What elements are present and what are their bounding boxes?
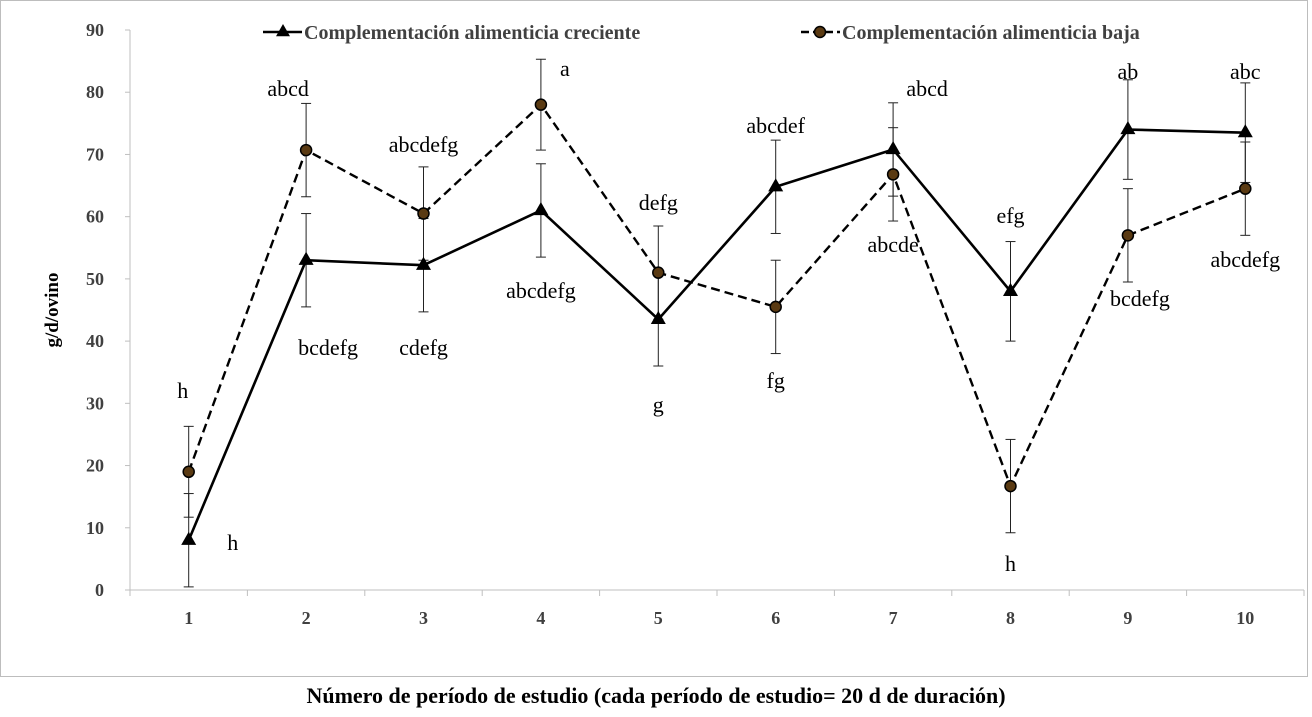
y-tick-label: 0 bbox=[95, 580, 104, 600]
data-label-baja: h bbox=[1005, 551, 1016, 576]
point-creciente bbox=[885, 140, 901, 155]
data-label-baja: defg bbox=[639, 190, 678, 215]
line-chart: 0 10 20 30 40 50 60 70 80 90 1 2 3 4 5 6 7 8 9 10 g/d/ovino h… bbox=[42, 20, 1305, 628]
y-tick-label: 20 bbox=[86, 456, 104, 476]
data-label-creciente: efg bbox=[996, 203, 1024, 228]
legend-marker-creciente bbox=[276, 24, 290, 37]
x-tick-label: 9 bbox=[1123, 608, 1132, 628]
x-tick-label: 1 bbox=[184, 608, 193, 628]
data-label-creciente: cdefg bbox=[399, 335, 448, 360]
data-label-creciente: g bbox=[653, 392, 664, 417]
data-label-creciente: h bbox=[227, 530, 238, 555]
point-baja bbox=[769, 300, 782, 314]
point-creciente bbox=[533, 201, 549, 216]
y-tick-label: 60 bbox=[86, 207, 104, 227]
point-creciente bbox=[416, 256, 431, 270]
legend-label-creciente: Complementación alimenticia creciente bbox=[304, 22, 640, 44]
point-baja bbox=[299, 143, 313, 157]
data-label-creciente: ab bbox=[1118, 59, 1139, 84]
point-baja bbox=[886, 168, 900, 181]
data-label-baja: abcdefg bbox=[389, 132, 459, 157]
x-tick-label: 4 bbox=[536, 608, 545, 628]
x-tick-label: 8 bbox=[1006, 608, 1015, 628]
data-label-baja: abcde bbox=[867, 232, 918, 257]
chart-frame bbox=[0, 0, 1308, 677]
point-baja bbox=[417, 207, 430, 220]
y-tick-label: 10 bbox=[86, 518, 104, 538]
y-tick-label: 70 bbox=[86, 144, 104, 164]
point-creciente bbox=[768, 178, 784, 192]
data-label-creciente: abcdefg bbox=[506, 278, 576, 303]
data-label-baja: a bbox=[560, 56, 570, 81]
data-label-baja: h bbox=[177, 378, 188, 403]
point-creciente bbox=[298, 251, 314, 265]
point-baja bbox=[1239, 182, 1252, 195]
point-baja bbox=[182, 465, 195, 479]
y-tick-label: 50 bbox=[86, 269, 104, 289]
data-label-baja: fg bbox=[767, 368, 785, 393]
point-creciente bbox=[1120, 121, 1136, 135]
point-creciente bbox=[1003, 282, 1018, 296]
data-label-creciente: bcdefg bbox=[298, 335, 358, 360]
data-label-creciente: abc bbox=[1230, 59, 1261, 84]
point-creciente bbox=[1237, 124, 1253, 138]
data-label-creciente: abcd bbox=[906, 76, 948, 101]
series-line-creciente bbox=[187, 128, 1246, 541]
y-tick-label: 90 bbox=[86, 20, 104, 40]
point-creciente bbox=[650, 310, 666, 324]
x-tick-label: 7 bbox=[889, 608, 898, 628]
x-tick-label: 6 bbox=[771, 608, 780, 628]
point-baja bbox=[652, 266, 665, 279]
y-tick-label: 80 bbox=[86, 82, 104, 102]
point-baja bbox=[1004, 479, 1017, 493]
data-label-creciente: abcdef bbox=[746, 113, 805, 138]
data-label-baja: bcdefg bbox=[1110, 286, 1170, 311]
data-label-baja: abcdefg bbox=[1210, 247, 1280, 272]
x-tick-label: 10 bbox=[1236, 608, 1254, 628]
y-axis-title: g/d/ovino bbox=[42, 273, 63, 348]
x-axis-title: Número de período de estudio (cada perío… bbox=[306, 683, 1006, 708]
legend-marker-baja bbox=[813, 25, 827, 39]
series-line-baja bbox=[187, 102, 1246, 490]
y-tick-label: 40 bbox=[86, 331, 104, 351]
data-label-baja: abcd bbox=[267, 76, 309, 101]
legend: Complementación alimenticia creciente Com… bbox=[263, 22, 1140, 44]
point-creciente bbox=[181, 531, 197, 545]
point-baja bbox=[1121, 229, 1135, 242]
y-tick-label: 30 bbox=[86, 393, 104, 413]
x-tick-label: 3 bbox=[419, 608, 428, 628]
x-tick-label: 5 bbox=[654, 608, 663, 628]
point-baja bbox=[534, 98, 548, 111]
legend-label-baja: Complementación alimenticia baja bbox=[842, 22, 1140, 44]
x-tick-label: 2 bbox=[302, 608, 311, 628]
